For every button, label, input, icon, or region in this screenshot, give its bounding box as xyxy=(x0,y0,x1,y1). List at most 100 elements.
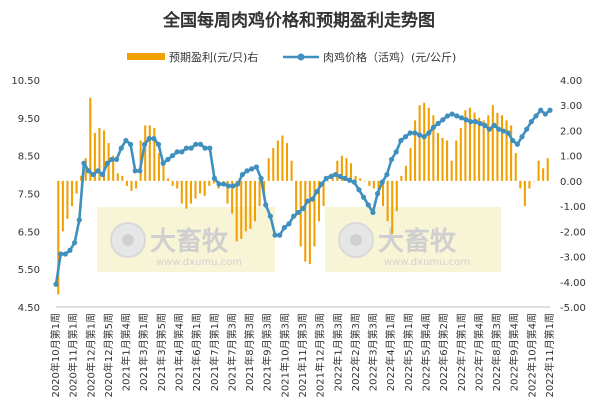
profit-bar xyxy=(505,120,508,181)
profit-bar xyxy=(135,180,138,189)
profit-bar xyxy=(491,105,494,181)
x-tick-label: 2022年5月第4周 xyxy=(420,313,433,391)
price-point xyxy=(90,171,96,178)
profit-bar xyxy=(478,117,481,181)
profit-bar xyxy=(116,173,119,181)
price-point xyxy=(235,181,241,187)
price-point xyxy=(435,120,441,127)
x-tick-label: 2022年9月第4周 xyxy=(508,313,521,391)
price-point xyxy=(193,141,199,147)
price-point xyxy=(202,145,208,151)
price-point xyxy=(449,111,455,117)
price-point xyxy=(104,160,110,166)
x-tick-label: 2022年5月第1周 xyxy=(402,313,415,391)
x-tick-label: 2021年10月第3周 xyxy=(278,313,291,398)
price-point xyxy=(253,164,259,170)
profit-bar xyxy=(414,120,417,181)
profit-bar xyxy=(468,107,471,181)
profit-bar xyxy=(258,180,261,207)
profit-bar xyxy=(523,180,526,207)
legend-label-price: 肉鸡价格（活鸡）(元/公斤) xyxy=(323,50,456,64)
price-point xyxy=(514,141,520,147)
profit-bar xyxy=(459,127,462,181)
price-point xyxy=(314,189,320,195)
price-point xyxy=(113,156,120,163)
price-point xyxy=(300,206,306,212)
profit-bar xyxy=(235,180,238,242)
price-point xyxy=(524,126,530,132)
right-axis: 4.00 3.00 2.00 1.00 0.00 -1.00 -2.00 -3.00 -4.00… xyxy=(560,76,586,314)
profit-bar xyxy=(391,180,394,234)
profit-bar xyxy=(189,180,192,204)
x-tick-label: 2021年3月第5周 xyxy=(155,313,168,391)
profit-bar xyxy=(112,155,115,181)
price-point xyxy=(76,217,82,223)
price-point xyxy=(323,175,329,181)
price-point xyxy=(221,181,227,187)
watermark-left-url: www.dxumu.com xyxy=(156,257,242,268)
price-point xyxy=(95,168,101,174)
price-point xyxy=(72,240,78,246)
price-point xyxy=(179,149,185,155)
profit-bar xyxy=(157,153,160,181)
profit-bar xyxy=(285,143,289,181)
profit-bar xyxy=(295,180,298,217)
price-point xyxy=(491,122,497,128)
price-point xyxy=(528,119,534,125)
price-point xyxy=(477,120,483,127)
price-point xyxy=(174,149,180,155)
legend: 预期盈利(元/只)右 肉鸡价格（活鸡）(元/公斤) xyxy=(127,50,456,64)
profit-bar xyxy=(340,155,343,181)
profit-bar xyxy=(162,165,165,181)
x-tick-label: 2021年3月第1周 xyxy=(137,313,150,391)
profit-bar xyxy=(496,112,499,181)
price-point xyxy=(384,171,390,178)
profit-bar xyxy=(240,180,243,239)
price-point xyxy=(305,198,311,204)
profit-bar xyxy=(482,120,485,181)
watermark-left-logo-dot xyxy=(122,234,134,246)
profit-bar xyxy=(473,112,476,181)
profit-bar xyxy=(244,180,247,232)
price-point xyxy=(132,168,138,174)
profit-bar xyxy=(532,180,536,182)
price-point xyxy=(356,187,362,193)
profit-bar xyxy=(546,158,549,181)
price-point xyxy=(165,156,171,163)
x-tick-label: 2022年8月第3周 xyxy=(490,313,503,391)
price-point xyxy=(398,137,404,144)
price-point xyxy=(211,175,218,181)
price-point xyxy=(496,126,502,132)
profit-bar xyxy=(500,115,503,181)
price-point xyxy=(426,130,432,136)
profit-bar xyxy=(61,180,64,232)
profit-bar xyxy=(103,130,106,181)
price-point xyxy=(183,145,190,151)
profit-bar xyxy=(519,180,522,189)
price-point xyxy=(67,247,73,253)
watermark-left-brand: 大畜牧 xyxy=(150,226,229,257)
price-point xyxy=(81,160,87,166)
x-tick-label: 2021年6月第1周 xyxy=(190,313,203,391)
profit-bar xyxy=(276,140,279,181)
profit-bar xyxy=(404,165,407,181)
price-line-layer xyxy=(53,107,553,287)
watermark-right-url: www.dxumu.com xyxy=(384,257,470,268)
profit-bar xyxy=(418,105,421,181)
price-point xyxy=(123,137,129,144)
profit-bar xyxy=(299,180,302,247)
profit-bar xyxy=(487,115,490,181)
profit-bar xyxy=(231,180,234,214)
right-tick-label: 1.00 xyxy=(560,152,582,163)
watermark-right-logo-dot xyxy=(350,234,362,246)
price-point xyxy=(146,136,152,142)
price-point xyxy=(347,177,353,183)
price-point xyxy=(258,175,264,181)
price-point xyxy=(239,171,246,178)
price-point xyxy=(440,117,446,123)
profit-bar xyxy=(436,132,439,181)
price-point xyxy=(230,183,236,189)
price-point xyxy=(155,141,162,147)
profit-bar xyxy=(372,180,375,189)
price-point xyxy=(141,141,148,147)
